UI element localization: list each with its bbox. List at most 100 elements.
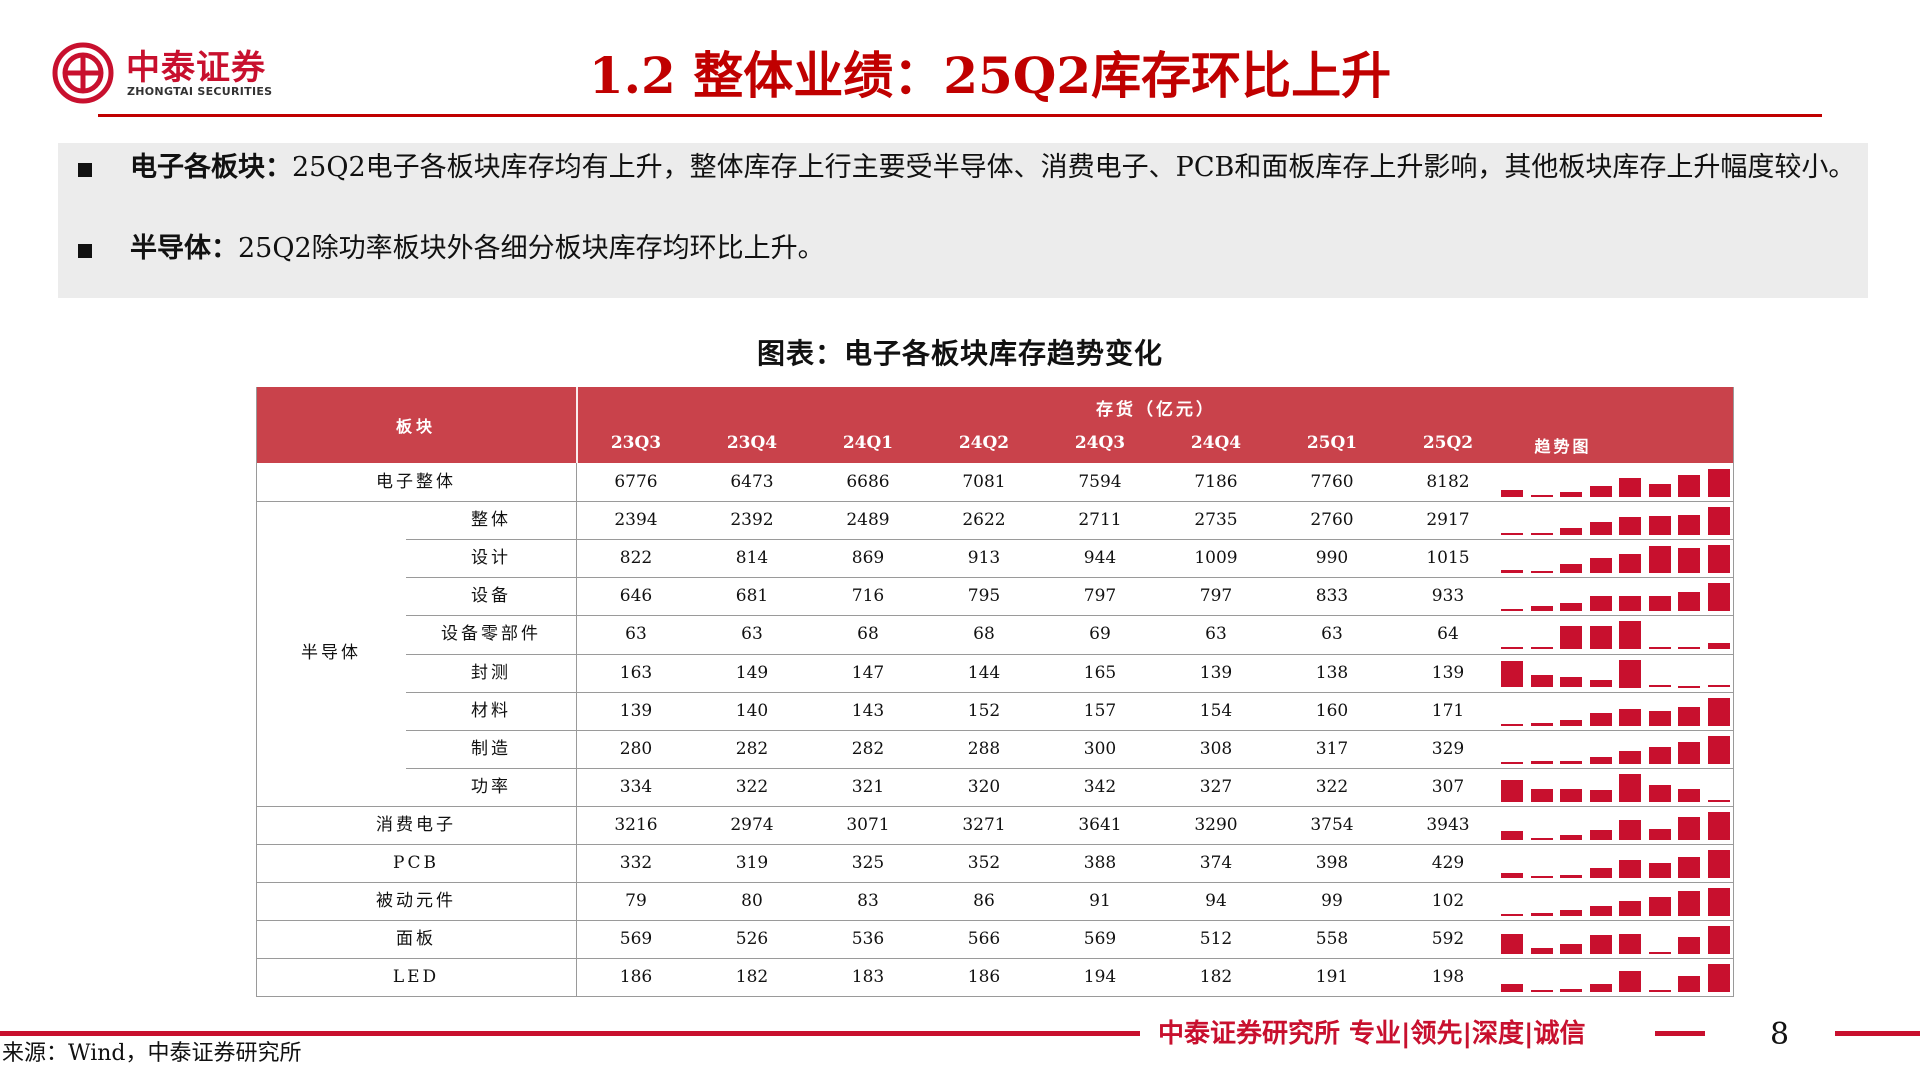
row-label: 材料: [471, 700, 511, 721]
value-cell: 2622: [962, 510, 1006, 531]
trend-sparkline: [1501, 615, 1731, 653]
trend-bar: [1501, 532, 1523, 536]
value-cell: 646: [619, 586, 653, 607]
value-cell: 822: [619, 548, 653, 569]
value-cell: 157: [1083, 700, 1117, 721]
value-cell: 6776: [614, 472, 658, 492]
trend-bar: [1530, 876, 1553, 878]
trend-bar: [1589, 521, 1612, 536]
value-cell: 288: [967, 738, 1001, 759]
value-cell: 86: [973, 891, 995, 912]
value-cell: 566: [967, 929, 1001, 950]
bullet-body: 25Q2除功率板块外各细分板块库存均环比上升。: [238, 233, 825, 264]
trend-bar: [1501, 872, 1523, 878]
row-label: 制造: [471, 738, 511, 759]
value-cell: 300: [1083, 738, 1117, 759]
trend-bar: [1589, 679, 1612, 688]
column-divider: [1733, 387, 1734, 997]
trend-bar: [1560, 988, 1582, 993]
trend-bar: [1707, 850, 1730, 878]
trend-bar: [1707, 964, 1730, 993]
trend-bar: [1678, 548, 1700, 574]
trend-bar: [1619, 751, 1641, 764]
company-logo: 中泰证券 ZHONGTAI SECURITIES: [52, 38, 302, 104]
row-divider: [406, 653, 1734, 655]
row-label: 消费电子: [376, 814, 456, 835]
trend-bar: [1678, 788, 1700, 802]
table-row: 面板 569 526 536 566 569 512 558 592: [256, 920, 1734, 958]
value-cell: 186: [967, 967, 1001, 988]
trend-bar: [1530, 674, 1553, 688]
column-divider: [576, 463, 577, 997]
row-divider: [406, 691, 1734, 693]
value-cell: 3943: [1426, 814, 1470, 835]
trend-bar: [1501, 570, 1523, 574]
trend-bar: [1678, 975, 1700, 993]
value-cell: 307: [1431, 776, 1465, 797]
value-cell: 319: [735, 853, 769, 873]
bullet-text: 半导体：25Q2除功率板块外各细分板块库存均环比上升。: [130, 230, 825, 268]
trend-bar: [1619, 595, 1641, 612]
row-divider: [256, 882, 1734, 884]
logo-text-cn: 中泰证券: [126, 48, 266, 88]
trend-bar: [1619, 659, 1641, 688]
header-quarter: 24Q4: [1190, 433, 1242, 453]
table-row: LED 186 182 183 186 194 182 191 198: [256, 958, 1734, 996]
value-cell: 833: [1315, 586, 1349, 607]
row-divider: [256, 958, 1734, 960]
trend-bar: [1560, 564, 1582, 574]
logo-mark-icon: [52, 42, 114, 104]
value-cell: 138: [1315, 662, 1349, 683]
trend-bar: [1678, 592, 1700, 612]
trend-bar: [1648, 484, 1671, 497]
value-cell: 526: [735, 929, 769, 950]
value-cell: 1015: [1426, 548, 1470, 569]
trend-bar: [1678, 514, 1700, 536]
value-cell: 143: [851, 700, 885, 721]
trend-sparkline: [1501, 577, 1731, 615]
trend-bar: [1589, 829, 1612, 840]
value-cell: 3216: [614, 814, 658, 835]
value-cell: 308: [1199, 738, 1233, 759]
trend-bar: [1589, 906, 1612, 917]
value-cell: 327: [1199, 776, 1233, 797]
trend-bar: [1501, 779, 1523, 802]
trend-bar: [1619, 708, 1641, 726]
value-cell: 558: [1315, 929, 1349, 950]
trend-bar: [1648, 863, 1671, 878]
value-cell: 147: [851, 662, 885, 683]
trend-bar: [1530, 990, 1553, 993]
value-cell: 7081: [962, 472, 1006, 492]
table-row: 封测 163 149 147 144 165 139 138 139: [256, 654, 1734, 692]
value-cell: 320: [967, 776, 1001, 797]
row-label: LED: [392, 967, 440, 988]
header-block: 板块: [395, 417, 436, 436]
table-caption: 图表：电子各板块库存趋势变化: [756, 337, 1163, 370]
trend-bar: [1707, 799, 1730, 802]
bullet-square-icon: [78, 244, 92, 258]
trend-bar: [1648, 647, 1671, 650]
value-cell: 63: [1205, 624, 1227, 645]
summary-bullet: 电子各板块：25Q2电子各板块库存均有上升，整体库存上行主要受半导体、消费电子、…: [78, 149, 1858, 187]
trend-bar: [1530, 647, 1553, 650]
trend-bar: [1678, 647, 1700, 650]
trend-bar: [1560, 874, 1582, 878]
trend-sparkline: [1501, 806, 1731, 844]
value-cell: 3641: [1078, 814, 1122, 835]
table-row: 设计 822 814 869 913 944 1009 990 1015: [256, 539, 1734, 577]
trend-bar: [1560, 909, 1582, 917]
trend-bar: [1619, 900, 1641, 917]
header-quarter: 25Q1: [1306, 433, 1358, 453]
value-cell: 342: [1083, 776, 1117, 797]
value-cell: 2394: [614, 510, 658, 531]
table-row: 设备零部件 63 63 68 68 69 63 63 64: [256, 615, 1734, 653]
trend-sparkline: [1501, 501, 1731, 539]
value-cell: 913: [967, 548, 1001, 569]
row-divider: [406, 729, 1734, 731]
trend-bar: [1648, 746, 1671, 764]
group-label-semiconductor: 半导体: [301, 643, 361, 664]
trend-bar: [1648, 545, 1671, 574]
value-cell: 321: [851, 776, 885, 797]
value-cell: 139: [1199, 662, 1233, 683]
trend-sparkline: [1501, 539, 1731, 577]
